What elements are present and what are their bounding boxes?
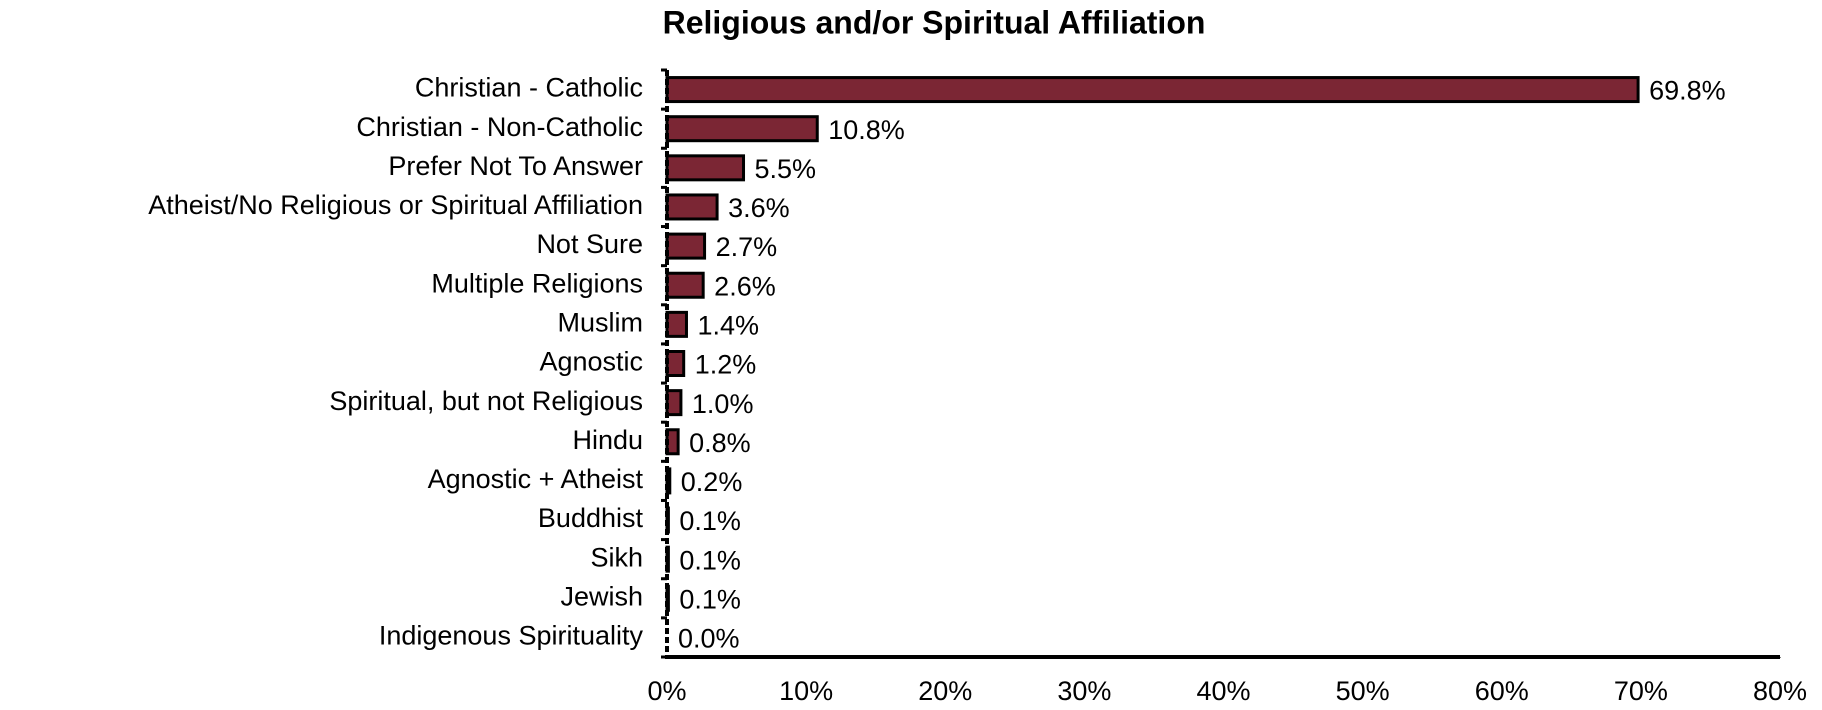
- value-label: 0.1%: [679, 545, 741, 575]
- bar: [665, 232, 707, 260]
- bar: [665, 115, 819, 143]
- x-tick-label: 40%: [1196, 676, 1250, 706]
- x-tick-label: 50%: [1336, 676, 1390, 706]
- value-label: 0.8%: [689, 428, 751, 458]
- value-label: 1.4%: [697, 310, 759, 340]
- value-label: 1.2%: [695, 350, 757, 380]
- x-tick-label: 20%: [918, 676, 972, 706]
- y-tick-label: Atheist/No Religious or Spiritual Affili…: [148, 190, 643, 220]
- y-tick-label: Agnostic: [539, 347, 643, 377]
- value-label: 1.0%: [692, 389, 754, 419]
- value-label: 5.5%: [755, 154, 817, 184]
- y-tick-label: Buddhist: [538, 503, 644, 533]
- y-tick-label: Not Sure: [536, 229, 643, 259]
- value-label: 0.1%: [679, 506, 741, 536]
- value-label: 69.8%: [1649, 76, 1726, 106]
- y-tick-label: Multiple Religions: [431, 268, 643, 298]
- value-label: 0.2%: [681, 467, 743, 497]
- y-tick-label: Indigenous Spirituality: [379, 621, 644, 651]
- x-tick-label: 80%: [1753, 676, 1807, 706]
- x-tick-label: 60%: [1475, 676, 1529, 706]
- value-label: 3.6%: [728, 193, 790, 223]
- value-label: 2.6%: [714, 271, 776, 301]
- bar: [665, 154, 746, 182]
- value-label: 0.0%: [678, 624, 740, 654]
- x-tick-label: 0%: [647, 676, 686, 706]
- bar: [665, 389, 683, 417]
- bar: [665, 76, 1640, 104]
- y-tick-label: Muslim: [558, 307, 644, 337]
- bar: [665, 193, 719, 221]
- bar: [665, 271, 705, 299]
- chart-title: Religious and/or Spiritual Affiliation: [663, 4, 1206, 40]
- value-label: 2.7%: [716, 232, 778, 262]
- y-tick-label: Hindu: [572, 425, 643, 455]
- y-tick-label: Christian - Non-Catholic: [356, 112, 643, 142]
- bar: [665, 350, 686, 377]
- y-tick-label: Sikh: [590, 542, 643, 572]
- bar: [665, 310, 688, 338]
- x-tick-label: 30%: [1057, 676, 1111, 706]
- y-tick-label: Spiritual, but not Religious: [329, 386, 643, 416]
- y-tick-label: Prefer Not To Answer: [388, 151, 643, 181]
- y-tick-label: Christian - Catholic: [415, 73, 643, 103]
- y-tick-label: Agnostic + Atheist: [428, 464, 644, 494]
- x-tick-label: 10%: [779, 676, 833, 706]
- value-label: 10.8%: [828, 115, 905, 145]
- value-label: 0.1%: [679, 584, 741, 614]
- x-tick-label: 70%: [1614, 676, 1668, 706]
- y-tick-label: Jewish: [560, 581, 643, 611]
